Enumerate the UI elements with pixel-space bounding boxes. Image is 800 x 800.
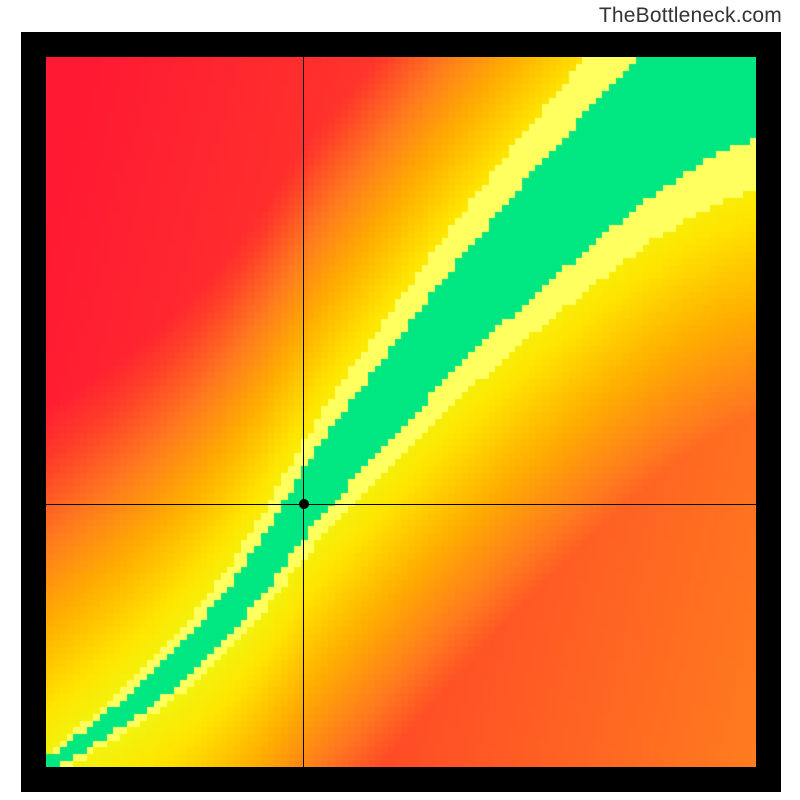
root-container: TheBottleneck.com	[0, 0, 800, 800]
heatmap-plot-area	[46, 57, 756, 767]
watermark-text: TheBottleneck.com	[599, 4, 782, 28]
crosshair-horizontal	[46, 504, 756, 505]
crosshair-dot	[299, 499, 309, 509]
crosshair-vertical	[303, 57, 304, 767]
heatmap-canvas	[46, 57, 756, 767]
